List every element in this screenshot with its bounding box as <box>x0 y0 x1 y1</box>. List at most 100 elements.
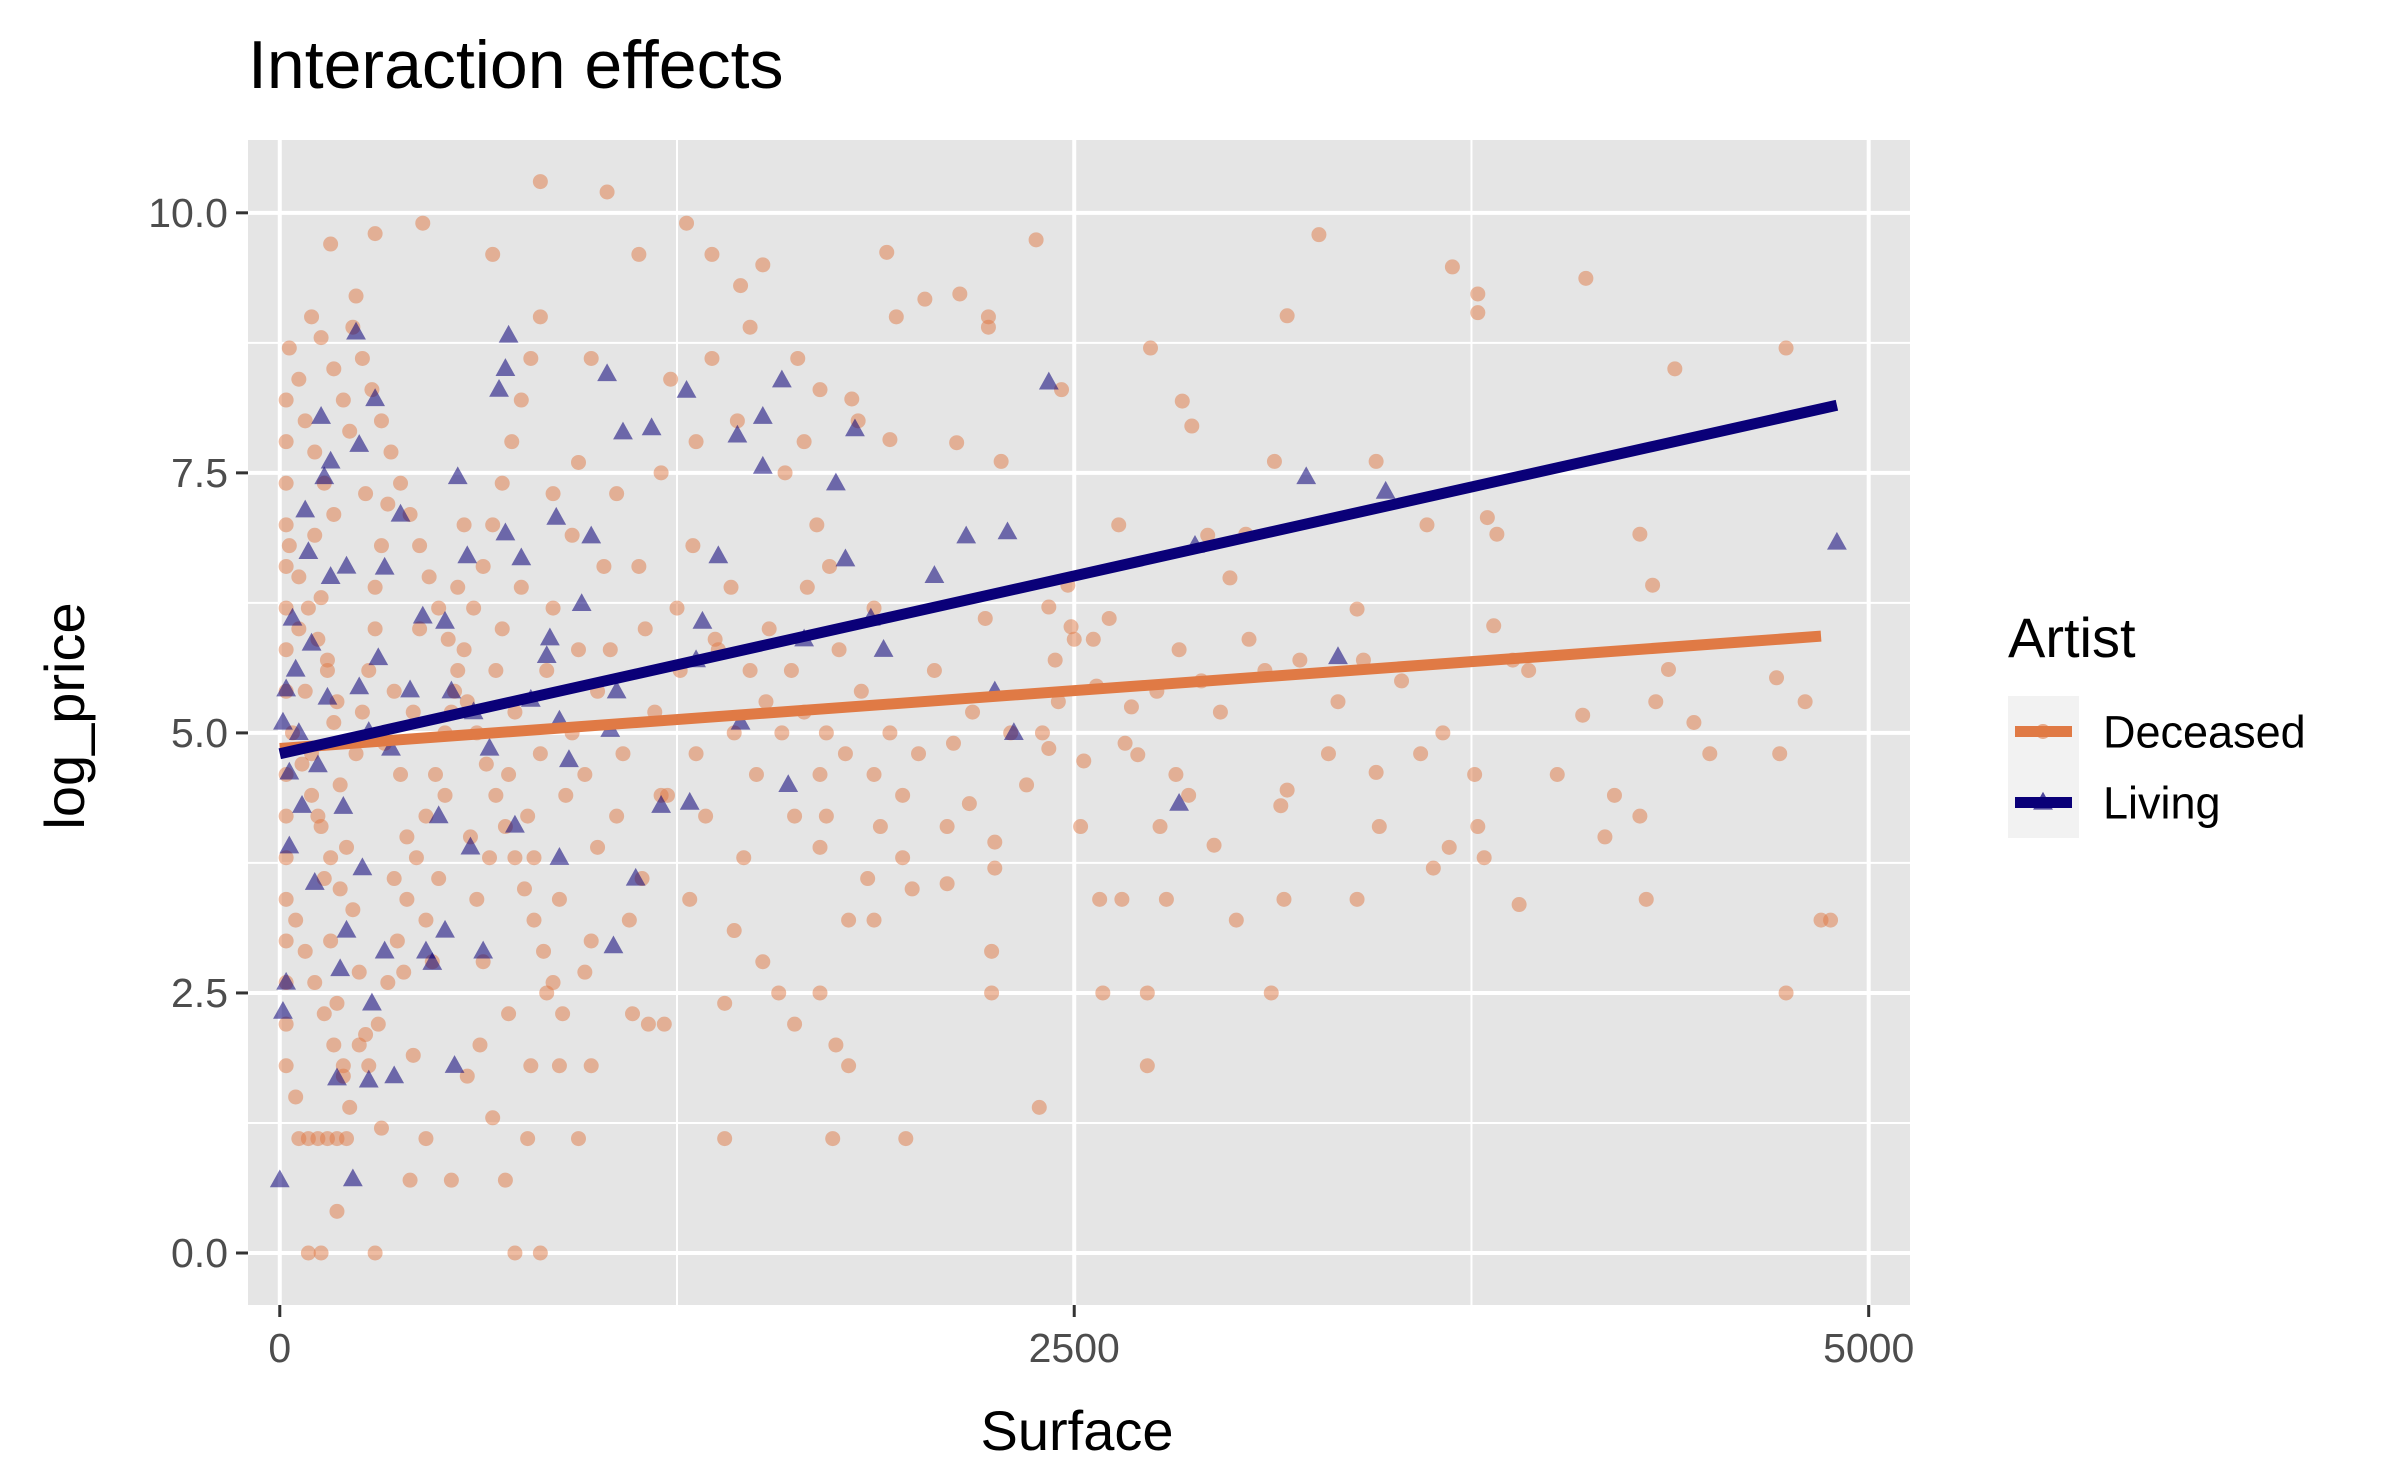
deceased-point <box>456 642 472 658</box>
chart-title: Interaction effects <box>248 27 784 103</box>
deceased-point <box>1095 985 1111 1001</box>
deceased-point <box>310 808 326 824</box>
living-point <box>1169 792 1190 811</box>
deceased-point <box>545 600 561 616</box>
deceased-point <box>494 475 510 491</box>
y-tick-label: 5.0 <box>171 710 228 756</box>
deceased-point <box>1158 891 1174 907</box>
deceased-point <box>1797 694 1813 710</box>
deceased-point <box>1241 631 1257 647</box>
deceased-point <box>1311 227 1327 243</box>
living-point <box>336 555 357 574</box>
deceased-point <box>291 569 307 585</box>
living-point <box>956 525 977 544</box>
deceased-point <box>431 600 447 616</box>
deceased-point <box>1181 787 1197 803</box>
deceased-point <box>812 985 828 1001</box>
living-point <box>298 541 319 560</box>
deceased-point <box>532 174 548 190</box>
deceased-point <box>278 933 294 949</box>
deceased-point <box>278 558 294 574</box>
living-point <box>495 522 516 541</box>
deceased-point <box>1206 837 1222 853</box>
deceased-point <box>485 517 501 533</box>
deceased-point <box>278 1016 294 1032</box>
deceased-point <box>656 1016 672 1032</box>
deceased-point <box>1028 232 1044 248</box>
deceased-point <box>532 309 548 325</box>
living-point <box>778 774 799 793</box>
living-point <box>282 607 303 626</box>
deceased-point <box>1184 418 1200 434</box>
deceased-point <box>888 309 904 325</box>
living-point <box>825 472 846 491</box>
living-point <box>327 1067 347 1086</box>
living-point <box>651 795 672 813</box>
deceased-point <box>329 1203 345 1219</box>
deceased-point <box>615 746 631 762</box>
deceased-point <box>393 475 409 491</box>
deceased-point <box>536 943 552 959</box>
deceased-point <box>351 964 367 980</box>
living-point <box>416 940 436 959</box>
living-point <box>441 680 462 699</box>
living-point <box>292 795 312 813</box>
deceased-point <box>669 600 685 616</box>
deceased-point <box>1413 746 1429 762</box>
deceased-point <box>386 871 402 887</box>
living-point <box>365 388 386 407</box>
living-point <box>390 503 411 522</box>
living-point <box>505 814 525 833</box>
living-point <box>1827 531 1847 550</box>
deceased-point <box>911 746 927 762</box>
deceased-point <box>1276 891 1292 907</box>
deceased-point <box>427 767 443 783</box>
deceased-point <box>1575 707 1591 723</box>
deceased-point <box>1521 662 1537 678</box>
deceased-point <box>1511 897 1527 913</box>
deceased-point <box>704 350 720 366</box>
living-point <box>435 610 455 629</box>
deceased-point <box>599 184 615 200</box>
deceased-point <box>370 1016 386 1032</box>
deceased-point <box>513 392 529 408</box>
deceased-point <box>1394 673 1410 689</box>
deceased-point <box>307 527 323 543</box>
deceased-point <box>304 787 320 803</box>
living-point <box>276 971 297 990</box>
living-point <box>603 935 624 954</box>
deceased-point <box>1130 747 1146 763</box>
deceased-point <box>1638 891 1654 907</box>
deceased-point <box>1368 764 1384 780</box>
deceased-point <box>313 330 329 346</box>
x-tick-label: 5000 <box>1823 1325 1914 1371</box>
deceased-point <box>307 975 323 991</box>
deceased-point <box>386 683 402 699</box>
deceased-point <box>466 600 482 616</box>
living-point <box>349 434 370 452</box>
deceased-point <box>799 579 815 595</box>
deceased-point <box>895 787 911 803</box>
deceased-point <box>1066 631 1082 647</box>
legend-triangle-marker <box>2033 791 2053 810</box>
deceased-point <box>1019 777 1035 793</box>
deceased-point <box>494 621 510 637</box>
deceased-point <box>866 767 882 783</box>
deceased-point <box>440 631 456 647</box>
living-point <box>288 722 309 741</box>
deceased-point <box>332 881 348 897</box>
living-point <box>679 791 700 810</box>
deceased-point <box>380 496 396 512</box>
deceased-point <box>1425 860 1441 876</box>
deceased-point <box>291 371 307 387</box>
deceased-point <box>844 391 860 407</box>
living-point <box>276 678 297 697</box>
deceased-point <box>729 413 745 429</box>
deceased-point <box>898 1131 914 1147</box>
deceased-point <box>358 1027 374 1043</box>
living-point <box>597 363 617 382</box>
deceased-point <box>1114 891 1130 907</box>
deceased-point <box>348 746 364 762</box>
deceased-point <box>383 444 399 460</box>
